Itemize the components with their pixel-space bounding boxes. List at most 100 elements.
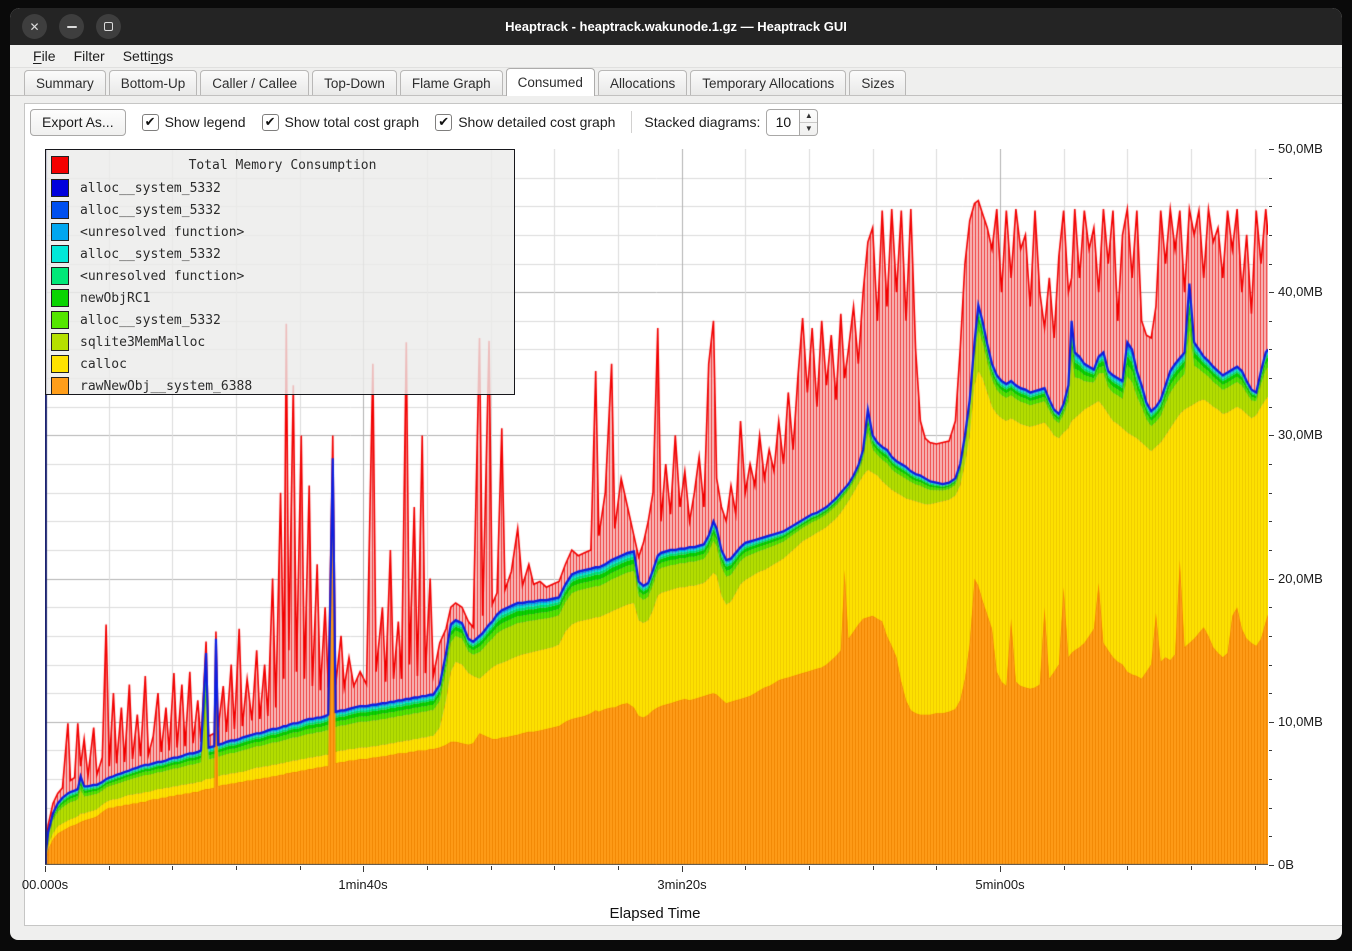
x-axis-tick — [936, 866, 937, 870]
y-axis-tick — [1269, 636, 1272, 637]
tab-sizes[interactable]: Sizes — [849, 70, 907, 95]
x-tick-label: 3min20s — [657, 877, 707, 892]
y-axis-tick — [1269, 493, 1272, 494]
y-axis-tick — [1269, 693, 1272, 694]
legend-item-label: newObjRC1 — [80, 290, 151, 306]
x-axis-tick — [300, 866, 301, 870]
tab-consumed[interactable]: Consumed — [505, 68, 595, 96]
x-axis-tick — [109, 866, 110, 870]
checkbox-icon[interactable]: ✔ — [141, 113, 159, 131]
y-axis-tick — [1269, 865, 1274, 866]
checkbox-icon[interactable]: ✔ — [435, 113, 453, 131]
y-tick-label: 40,0MB — [1278, 284, 1323, 299]
y-axis-tick — [1269, 149, 1274, 150]
x-axis-tick — [809, 866, 810, 870]
stacked-diagrams-spinbox[interactable]: 10 ▲ ▼ — [766, 108, 819, 136]
legend-item-label: <unresolved function> — [80, 224, 245, 240]
y-axis-tick — [1269, 722, 1274, 723]
menu-item-filter[interactable]: Filter — [73, 48, 105, 64]
x-axis-tick — [236, 866, 237, 870]
legend-swatch — [51, 289, 69, 307]
legend-item: sqlite3MemMalloc — [51, 331, 514, 353]
tab-flame-graph[interactable]: Flame Graph — [399, 70, 503, 95]
toolbar: Export As... ✔ Show legend ✔ Show total cos… — [25, 104, 1342, 140]
y-tick-label: 50,0MB — [1278, 141, 1323, 156]
checkbox-label: Show total cost graph — [284, 114, 420, 130]
legend-item: rawNewObj__system_6388 — [51, 375, 514, 397]
y-axis-tick — [1269, 292, 1274, 293]
spin-down-icon[interactable]: ▼ — [804, 123, 813, 133]
export-as-button[interactable]: Export As... — [30, 108, 126, 136]
tab-top-down[interactable]: Top-Down — [312, 70, 397, 95]
chart-legend: Total Memory Consumption alloc__system_53… — [45, 149, 515, 395]
x-axis-tick — [682, 866, 683, 872]
window-title: Heaptrack - heaptrack.wakunode.1.gz — He… — [505, 19, 847, 34]
x-axis-tick — [427, 866, 428, 870]
y-axis-tick — [1269, 378, 1272, 379]
x-tick-label: 00.000s — [21, 877, 69, 892]
y-axis-tick — [1269, 607, 1272, 608]
spin-up-icon[interactable]: ▲ — [800, 110, 818, 123]
y-tick-label: 20,0MB — [1278, 571, 1323, 586]
maximize-button[interactable] — [96, 14, 121, 39]
checkbox-show-detailed-cost-graph[interactable]: ✔ Show detailed cost graph — [435, 113, 615, 131]
x-axis-tick — [1064, 866, 1065, 870]
x-axis-tick — [1000, 866, 1001, 872]
legend-title: Total Memory Consumption — [188, 157, 377, 173]
tab-allocations[interactable]: Allocations — [597, 70, 688, 95]
legend-item: alloc__system_5332 — [51, 177, 514, 199]
legend-swatch — [51, 311, 69, 329]
maximize-icon — [104, 22, 113, 31]
legend-item: <unresolved function> — [51, 265, 514, 287]
checkbox-icon[interactable]: ✔ — [261, 113, 279, 131]
legend-swatch — [51, 156, 69, 174]
checkbox-show-total-cost-graph[interactable]: ✔ Show total cost graph — [261, 113, 420, 131]
x-axis-tick — [1255, 866, 1256, 870]
legend-swatch — [51, 245, 69, 263]
legend-item-label: alloc__system_5332 — [80, 246, 221, 262]
y-axis-tick — [1269, 206, 1272, 207]
x-axis-tick — [1191, 866, 1192, 870]
x-axis-tick — [172, 866, 173, 870]
chart-area: Total Memory Consumption alloc__system_53… — [21, 104, 1342, 925]
legend-item-label: alloc__system_5332 — [80, 202, 221, 218]
legend-item: newObjRC1 — [51, 287, 514, 309]
tab-summary[interactable]: Summary — [24, 70, 106, 95]
x-axis-tick — [554, 866, 555, 870]
tab-temporary-allocations[interactable]: Temporary Allocations — [690, 70, 847, 95]
x-axis-tick — [491, 866, 492, 870]
tab-caller-callee[interactable]: Caller / Callee — [200, 70, 310, 95]
legend-swatch — [51, 179, 69, 197]
tab-bottom-up[interactable]: Bottom-Up — [108, 70, 198, 95]
legend-item: alloc__system_5332 — [51, 243, 514, 265]
x-axis-title: Elapsed Time — [609, 905, 701, 922]
x-axis-tick — [1127, 866, 1128, 870]
minimize-button[interactable] — [59, 14, 84, 39]
y-axis-tick — [1269, 464, 1272, 465]
y-axis-tick — [1269, 435, 1274, 436]
x-axis-tick — [45, 866, 46, 872]
menu-item-settings[interactable]: Setti n gs — [122, 48, 174, 64]
y-axis-tick — [1269, 750, 1272, 751]
y-axis-tick — [1269, 264, 1272, 265]
stacked-diagrams-value[interactable]: 10 — [766, 108, 801, 136]
y-tick-label: 0B — [1278, 857, 1294, 872]
x-axis-tick — [363, 866, 364, 872]
legend-item: alloc__system_5332 — [51, 199, 514, 221]
close-button[interactable]: ✕ — [22, 14, 47, 39]
legend-item-label: sqlite3MemMalloc — [80, 334, 206, 350]
checkbox-show-legend[interactable]: ✔ Show legend — [141, 113, 246, 131]
checkbox-group: ✔ Show legend ✔ Show total cost graph ✔ Show … — [126, 113, 615, 131]
app-window: ✕ Heaptrack - heaptrack.wakunode.1.gz — … — [10, 8, 1342, 940]
y-axis-tick — [1269, 665, 1272, 666]
legend-item-label: alloc__system_5332 — [80, 312, 221, 328]
y-tick-label: 10,0MB — [1278, 714, 1323, 729]
legend-item-label: <unresolved function> — [80, 268, 245, 284]
y-axis-tick — [1269, 836, 1272, 837]
x-axis-tick — [745, 866, 746, 870]
y-axis-tick — [1269, 779, 1272, 780]
legend-swatch — [51, 377, 69, 395]
legend-item-label: alloc__system_5332 — [80, 180, 221, 196]
